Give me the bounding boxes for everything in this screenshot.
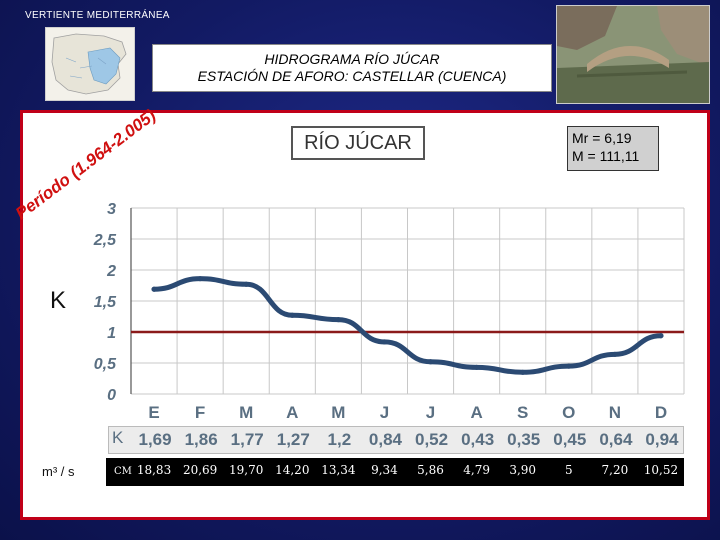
coefficient-value: 0,45 — [553, 430, 587, 449]
monthly-flow-row-label: CM — [114, 466, 132, 477]
monthly-flow-row: CM 18,83 20,69 19,70 14,20 13,34 9,34 5,86 4,79… — [106, 458, 684, 486]
y-tick-label: 1,5 — [94, 294, 117, 311]
coefficient-row-label: K — [112, 428, 124, 447]
coefficient-value: 0,43 — [461, 430, 495, 449]
monthly-flow-value: 20,69 — [182, 463, 218, 477]
bridge-photo — [556, 5, 710, 104]
coefficient-value: 1,2 — [327, 430, 352, 449]
coefficient-value: 1,27 — [276, 430, 310, 449]
data-point — [658, 333, 664, 339]
x-tick-label: F — [195, 403, 205, 422]
x-tick-label: A — [470, 403, 482, 422]
y-tick-label: 0 — [107, 387, 116, 404]
coefficient-table: K 1,69 1,86 1,77 1,27 1,2 0,84 0,52 0,43 0,35 0,4… — [108, 426, 684, 454]
monthly-flow-value: 5,86 — [417, 463, 444, 477]
x-tick-label: J — [426, 403, 435, 422]
coefficient-value: 0,84 — [368, 430, 402, 449]
data-point — [151, 286, 157, 292]
coefficient-value: 1,69 — [138, 430, 172, 449]
x-tick-label: E — [148, 403, 159, 422]
y-axis-title: K — [50, 287, 67, 314]
x-tick-label: A — [286, 403, 298, 422]
monthly-flow-value: 10,52 — [643, 463, 679, 477]
data-point — [520, 369, 526, 375]
y-tick-label: 0,5 — [94, 356, 117, 373]
monthly-flow-value: 4,79 — [463, 463, 490, 477]
y-tick-label: 2,5 — [93, 232, 117, 249]
x-tick-label: S — [517, 403, 528, 422]
monthly-flow-value: 13,34 — [321, 463, 356, 477]
monthly-flow-value: 9,34 — [371, 463, 398, 477]
series-line-layer — [131, 276, 684, 375]
data-point — [335, 317, 341, 323]
x-tick-label: D — [655, 403, 667, 422]
chart-title-box: HIDROGRAMA RÍO JÚCAR ESTACIÓN DE AFORO: … — [152, 44, 552, 92]
title-line-2: ESTACIÓN DE AFORO: CASTELLAR (CUENCA) — [197, 68, 507, 84]
title-line-1: HIDROGRAMA RÍO JÚCAR — [264, 51, 440, 67]
y-tick-label: 1 — [107, 325, 116, 342]
coefficient-value: 1,77 — [230, 430, 264, 449]
data-point — [381, 339, 388, 345]
data-point — [474, 364, 480, 370]
x-tick-label: J — [380, 403, 389, 422]
y-tick-label: 2 — [106, 263, 116, 280]
data-point — [612, 351, 618, 357]
monthly-flow-value: 5 — [564, 463, 573, 477]
data-point — [243, 281, 249, 287]
data-point — [427, 359, 434, 365]
chart-grid — [130, 207, 685, 395]
mean-monthly-stat: M = 111,11 — [572, 148, 640, 164]
data-point — [197, 276, 203, 282]
coefficient-value: 0,64 — [599, 430, 633, 449]
section-label: VERTIENTE MEDITERRÁNEA — [25, 10, 170, 21]
y-tick-label: 3 — [107, 201, 116, 218]
y-tick-labels: 0 0,5 1 1,5 2 2,5 3 — [93, 201, 117, 404]
x-tick-label: M — [331, 403, 345, 422]
x-tick-label: O — [562, 403, 575, 422]
x-tick-label: M — [239, 403, 253, 422]
monthly-flow-value: 14,20 — [275, 463, 310, 477]
coefficient-value: 0,35 — [507, 430, 541, 449]
coefficient-value: 1,86 — [184, 430, 218, 449]
monthly-flow-value: 7,20 — [601, 463, 629, 477]
monthly-flow-value: 19,70 — [229, 463, 264, 477]
data-point — [566, 363, 572, 369]
flow-stats-box: Mr = 6,19 M = 111,11 — [567, 126, 659, 171]
data-point — [289, 312, 295, 318]
monthly-flow-value: 18,83 — [136, 463, 172, 477]
coefficient-value: 0,94 — [645, 430, 679, 449]
river-name-box: RÍO JÚCAR — [291, 126, 425, 160]
x-tick-label: N — [609, 403, 621, 422]
monthly-flow-value: 3,90 — [509, 463, 537, 477]
mean-flow-stat: Mr = 6,19 — [572, 130, 632, 146]
flow-unit-label: m³ / s — [42, 464, 75, 479]
coefficient-value: 0,52 — [414, 430, 449, 449]
basin-map-image — [45, 27, 135, 101]
